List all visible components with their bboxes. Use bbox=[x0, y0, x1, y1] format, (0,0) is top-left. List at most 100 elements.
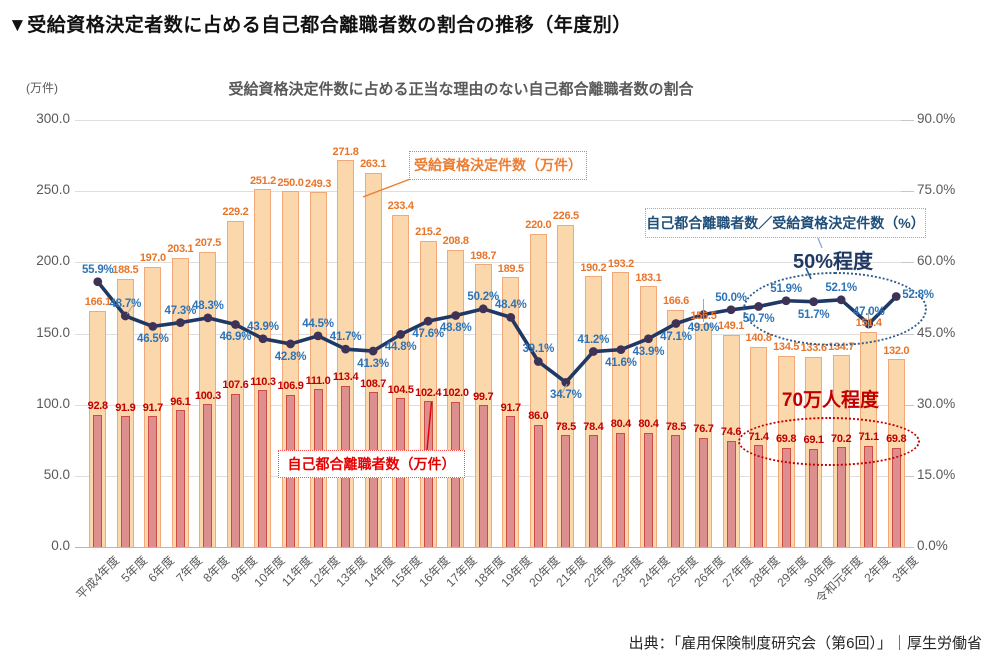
line-point-label: 49.0% bbox=[687, 321, 720, 334]
voluntary-leaver-bar bbox=[616, 432, 626, 547]
x-axis-tick-label: 21年度 bbox=[553, 553, 591, 590]
line-point-label: 47.0% bbox=[852, 306, 885, 318]
eligibility-bar-label: 226.5 bbox=[552, 210, 579, 223]
line-point-label: 43.9% bbox=[632, 345, 665, 358]
voluntary-leaver-bar-label: 78.5 bbox=[555, 420, 577, 433]
left-axis-tick-label: 250.0 bbox=[36, 182, 70, 198]
left-axis-tick-label: 300.0 bbox=[36, 111, 70, 126]
annotation-fifty-percent: 50%程度 bbox=[792, 251, 874, 273]
right-axis-tick-label: 30.0% bbox=[917, 395, 956, 411]
voluntary-leaver-bar-label: 100.3 bbox=[194, 389, 221, 402]
voluntary-leaver-bar bbox=[93, 414, 103, 547]
voluntary-leaver-bar bbox=[891, 447, 901, 547]
x-axis-tick-label: 5年度 bbox=[118, 553, 150, 586]
voluntary-leaver-bar bbox=[230, 393, 240, 547]
line-point-label: 43.9% bbox=[247, 320, 279, 333]
x-axis-tick-label: 3年度 bbox=[888, 553, 921, 586]
line-point-label: 50.0% bbox=[715, 291, 747, 304]
x-axis-tick-label: 2年度 bbox=[861, 553, 894, 586]
line-point-label: 52.1% bbox=[825, 281, 857, 294]
chart-title: 受給資格決定件数に占める正当な理由のない自己都合離職者数の割合 bbox=[228, 81, 694, 98]
voluntary-leaver-bar bbox=[561, 435, 571, 547]
line-point-label: 41.7% bbox=[329, 331, 362, 344]
line-point-label: 55.9% bbox=[81, 263, 114, 276]
gridline bbox=[75, 262, 912, 264]
gridline bbox=[75, 191, 912, 193]
line-point-label: 39.1% bbox=[522, 343, 555, 356]
x-axis-tick-label: 6年度 bbox=[145, 553, 178, 586]
voluntary-leaver-bar bbox=[258, 390, 268, 547]
eligibility-bar-label: 249.3 bbox=[305, 177, 332, 190]
line-point-label: 51.9% bbox=[770, 282, 802, 295]
right-axis-tickmark bbox=[901, 191, 914, 193]
eligibility-bar-label: 271.8 bbox=[332, 145, 359, 158]
eligibility-bar-label: 208.8 bbox=[442, 235, 469, 248]
voluntary-leaver-bar-label: 78.4 bbox=[583, 420, 604, 433]
right-axis-tickmark bbox=[901, 333, 914, 335]
right-axis-tick-label: 0.0% bbox=[917, 538, 948, 553]
line-point-label: 48.7% bbox=[109, 297, 142, 310]
line-point-label: 34.7% bbox=[550, 389, 582, 402]
voluntary-leaver-bar-label: 92.8 bbox=[87, 400, 109, 413]
seventy-man-ellipse bbox=[738, 417, 920, 466]
line-point-label: 48.8% bbox=[439, 322, 472, 335]
line-point-label: 51.7% bbox=[797, 308, 830, 321]
left-axis-tick-label: 0.0 bbox=[51, 538, 70, 553]
eligibility-bar-label: 203.1 bbox=[167, 243, 194, 256]
voluntary-leaver-bar bbox=[699, 437, 708, 547]
gridline bbox=[75, 475, 912, 477]
left-axis-unit-label: (万件) bbox=[26, 81, 58, 95]
right-axis-tick-label: 45.0% bbox=[917, 324, 956, 340]
voluntary-leaver-bar-label: 102.0 bbox=[442, 387, 469, 400]
voluntary-leaver-bar-label: 91.7 bbox=[142, 401, 164, 414]
right-axis-tickmark bbox=[901, 475, 914, 477]
voluntary-leaver-bar bbox=[588, 435, 598, 547]
voluntary-leaver-bar-label: 76.7 bbox=[693, 423, 714, 436]
right-axis-tick-label: 75.0% bbox=[917, 182, 956, 198]
x-axis-tick-label: 22年度 bbox=[581, 553, 618, 590]
eligibility-bar-label: 233.4 bbox=[387, 200, 414, 213]
voluntary-leaver-bar bbox=[120, 416, 130, 547]
right-axis-tick-label: 90.0% bbox=[917, 111, 956, 126]
right-axis-tickmark bbox=[901, 262, 914, 264]
line-point-label: 52.8% bbox=[902, 289, 934, 302]
eligibility-bar-label: 166.6 bbox=[662, 295, 689, 308]
voluntary-leaver-bar bbox=[478, 405, 488, 547]
right-axis-tickmark bbox=[901, 120, 914, 121]
voluntary-leaver-bar-label: 96.1 bbox=[170, 395, 191, 408]
line-point-label: 44.5% bbox=[302, 317, 334, 330]
voluntary-leaver-bar-label: 91.9 bbox=[115, 401, 136, 414]
voluntary-leaver-bar bbox=[148, 416, 158, 547]
line-point-label: 48.4% bbox=[494, 299, 527, 312]
voluntary-leaver-bar bbox=[175, 410, 185, 547]
voluntary-leaver-bar-label: 91.7 bbox=[500, 401, 522, 414]
voluntary-leaver-bar-label: 102.4 bbox=[415, 386, 442, 399]
voluntary-leaver-bar-label: 78.5 bbox=[665, 420, 687, 433]
eligibility-bar-label: 188.5 bbox=[112, 264, 139, 277]
eligibility-bar-label: 189.5 bbox=[497, 262, 524, 275]
page-title: ▼受給資格決定者数に占める自己都合離職者数の割合の推移（年度別） bbox=[8, 15, 632, 36]
line-point-label: 44.8% bbox=[384, 341, 417, 354]
voluntary-leaver-bar bbox=[726, 440, 736, 547]
right-axis-tickmark bbox=[901, 547, 914, 548]
x-axis-tick-label: 7年度 bbox=[173, 553, 205, 586]
gridline bbox=[75, 547, 912, 548]
line-point-label: 41.6% bbox=[605, 356, 637, 369]
voluntary-leaver-bar-label: 74.6 bbox=[720, 426, 742, 439]
right-axis-tickmark bbox=[901, 404, 914, 406]
eligibility-bar-label: 197.0 bbox=[139, 252, 166, 265]
left-axis-tick-label: 50.0 bbox=[43, 466, 70, 482]
voluntary-leaver-bar bbox=[671, 435, 681, 547]
eligibility-bar-label: 250.0 bbox=[277, 176, 304, 189]
eligibility-bar-label: 193.2 bbox=[607, 257, 634, 270]
right-axis-tick-label: 60.0% bbox=[917, 253, 956, 269]
legend-ratio-line: 自己都合離職者数／受給資格決定件数（%） bbox=[645, 208, 926, 238]
legend-eligibility-determinations: 受給資格決定件数（万件） bbox=[409, 151, 587, 180]
voluntary-leaver-bar bbox=[754, 445, 764, 547]
left-axis-tick-label: 150.0 bbox=[36, 324, 70, 340]
voluntary-leaver-bar-label: 99.7 bbox=[473, 390, 494, 403]
voluntary-leaver-bar-label: 104.5 bbox=[387, 383, 414, 396]
gridline bbox=[75, 120, 912, 121]
x-axis-tick-label: 8年度 bbox=[200, 553, 233, 586]
eligibility-bar-label: 207.5 bbox=[194, 237, 221, 250]
